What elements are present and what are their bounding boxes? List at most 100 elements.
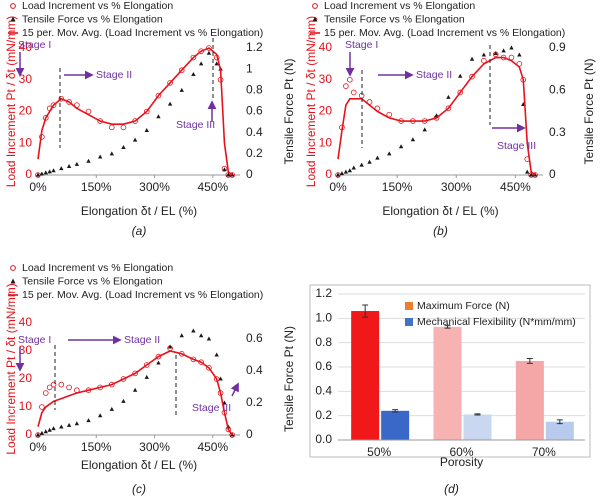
force-point [198,61,204,66]
force-point [39,430,45,435]
force-point [214,61,219,66]
y-tick-label: 20 [19,104,33,118]
force-point [132,387,138,392]
caption: (a) [132,224,147,238]
bar [515,360,544,440]
error-bar [526,357,533,364]
y-tick-label: 0.0 [315,432,332,446]
x-tick-label: 70% [532,445,556,459]
legend-label: Load Increment vs % Elongation [22,0,173,12]
moving-average-line [337,56,536,176]
force-point [179,333,184,338]
load-point [178,67,185,74]
force-point [66,422,72,427]
y-tick-label: 0.8 [315,335,332,349]
stage-label: Stage II [416,69,452,81]
load-point [50,102,57,108]
legend-marker [10,278,16,284]
y2-tick-label: 0.6 [246,331,263,345]
bar [351,311,380,440]
y-tick-label: 10 [19,399,33,413]
load-point [457,89,464,96]
force-point [226,172,231,177]
force-point [410,137,416,142]
y-tick-label: 10 [19,135,33,149]
stage-label: Stage II [96,69,132,81]
force-point [222,167,227,172]
y-axis-title: Load Increment Pt / δt (mN/mm) [4,283,18,454]
x-tick-label: 150% [81,440,112,454]
force-point [218,376,223,381]
force-point [43,170,48,175]
load-point [120,376,127,382]
force-point [59,166,64,171]
y2-tick-label: 0.3 [549,125,566,139]
y2-tick-label: 0.2 [246,395,263,409]
bar [463,414,492,440]
legend-label: 15 per. Mov. Avg. (Load Increment vs % E… [324,27,565,39]
force-point [35,172,41,177]
load-point [206,364,212,371]
load-point [155,353,162,360]
load-point [58,381,65,388]
x-tick-label: 150% [382,180,413,194]
force-point [191,328,196,333]
force-point [59,424,64,429]
load-point [190,54,197,61]
load-point [143,108,150,115]
caption: (b) [433,224,448,238]
force-point [367,159,372,164]
force-point [198,333,204,338]
y2-axis-title: Tensile Force Pt (N) [282,58,296,164]
x-tick-label: 450% [197,440,228,454]
force-point [446,94,451,99]
force-point [74,421,80,426]
force-point [97,413,103,418]
y2-axis-title: Tensile Force Pt (N) [282,326,296,432]
x-tick-label: 300% [139,440,170,454]
load-point [190,356,197,363]
stage-label: Stage III [497,140,536,152]
force-point [422,127,427,132]
force-point [109,406,115,411]
y2-tick-label: 0.9 [549,40,566,54]
x-tick-label: 450% [197,180,228,194]
force-point [398,144,404,149]
force-point [347,168,353,173]
force-point [156,114,161,119]
error-bar [392,409,399,413]
force-point [375,155,380,160]
y2-tick-label: 0 [549,167,556,181]
x-tick-label: 60% [449,445,473,459]
load-point [50,381,57,388]
force-point [214,352,219,357]
force-point [528,172,534,177]
y-tick-label: 20 [19,371,33,385]
load-point [39,404,45,410]
force-point [458,73,463,78]
force-point [74,161,80,166]
stage-label: Stage I [18,39,51,51]
moving-average-line [37,47,233,176]
force-point [191,71,196,76]
force-point [493,51,498,56]
y-tick-label: 40 [319,40,333,54]
legend-label: Tensile Force vs % Elongation [22,275,163,287]
y-tick-label: 30 [319,72,333,86]
y2-axis-title: Tensile Force Pt (N) [582,58,596,164]
force-point [132,137,138,142]
legend-label: Mechanical Flexibility (N*mm/mm) [417,316,576,328]
load-point [167,80,173,86]
force-point [121,398,126,403]
stage-label: Stage III [192,402,231,414]
force-point [121,144,126,149]
force-point [35,432,41,437]
force-point [517,52,522,57]
load-point [143,362,150,368]
y-tick-label: 1.0 [315,311,332,325]
bar [545,421,574,440]
force-point [206,336,212,341]
y-tick-label: 20 [319,104,333,118]
legend-label: Maximum Force (N) [417,300,510,312]
stage-arrow [230,382,239,397]
